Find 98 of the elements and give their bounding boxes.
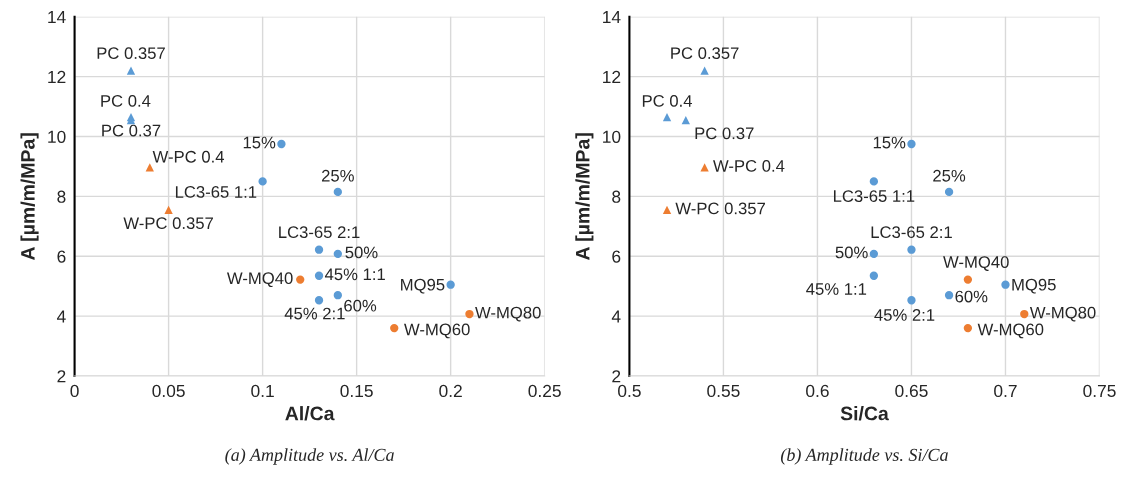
x-tick-label: 0.15 (340, 384, 373, 398)
annotation: LC3-65 1:1 (175, 186, 257, 198)
annotation: 15% (243, 136, 276, 149)
point (963, 275, 973, 284)
x-tick-label: 0.1 (251, 384, 274, 398)
x-axis-title: Si/Ca (840, 406, 889, 421)
y-tick-label: 14 (48, 11, 66, 24)
point (314, 296, 324, 305)
annotation: 25% (321, 169, 354, 182)
annotation: 60% (955, 290, 988, 303)
annotation: PC 0.4 (101, 95, 151, 107)
point (869, 249, 879, 259)
x-tick-label: 0.65 (895, 384, 928, 398)
annotation: 45% 1:1 (806, 283, 867, 295)
point (907, 245, 916, 254)
annotation: MQ95 (1012, 278, 1056, 294)
point (662, 205, 672, 215)
x-tick-label: 0.05 (152, 384, 185, 398)
annotation: MQ95 (401, 278, 445, 294)
point (963, 323, 973, 333)
annotation: PC 0.357 (97, 47, 165, 60)
y-tick-label: 12 (603, 70, 621, 83)
y-tick-label: 10 (48, 130, 66, 143)
y-tick-label: 4 (56, 310, 66, 323)
point (314, 271, 324, 280)
point (333, 291, 342, 300)
y-tick-label: 2 (57, 370, 66, 383)
x-tick-label: 0.75 (1083, 384, 1116, 398)
point (681, 115, 690, 125)
x-tick-label: 0.6 (806, 384, 829, 398)
annotation: LC3-65 2:1 (279, 226, 360, 239)
x-axis-title: Al/Ca (285, 406, 335, 421)
annotation: 45% 2:1 (874, 309, 935, 321)
point (333, 187, 342, 197)
annotation: W-PC 0.357 (675, 202, 765, 215)
y-tick-label: 14 (603, 11, 621, 24)
annotation: W-PC 0.4 (152, 150, 225, 163)
x-tick-label: 0.55 (707, 384, 740, 398)
annotation: LC3-65 2:1 (871, 226, 952, 239)
point (333, 249, 342, 259)
annotation: W-MQ60 (977, 323, 1044, 339)
x-tick-label: 0.25 (528, 384, 561, 398)
point (390, 323, 399, 333)
point (1020, 309, 1029, 319)
text: (a) Amplitude vs. Al/Ca (225, 448, 394, 465)
x-tick-label: 0.7 (994, 384, 1017, 398)
annotation: PC 0.357 (671, 47, 739, 60)
point (446, 280, 455, 289)
point (296, 275, 305, 284)
annotation: 50% (835, 246, 868, 259)
y-tick-label: 10 (603, 130, 621, 143)
point (145, 163, 154, 172)
text: (b) Amplitude vs. Si/Ca (781, 448, 948, 465)
point (314, 245, 324, 254)
x-tick-label: 0.2 (439, 384, 462, 398)
annotation: 60% (344, 299, 377, 312)
annotation: PC 0.37 (102, 124, 161, 137)
annotation: 50% (345, 246, 378, 259)
point (944, 291, 954, 300)
x-tick-label: 0 (70, 384, 79, 398)
point (1001, 280, 1010, 289)
y-axis-title: A [µm/m/MPa] (575, 133, 594, 261)
point (907, 139, 916, 149)
annotation: 45% 1:1 (324, 268, 385, 281)
annotation: 15% (873, 136, 906, 149)
annotation: 45% 2:1 (284, 307, 345, 320)
y-tick-label: 4 (611, 310, 621, 323)
point (126, 66, 136, 75)
x-tick-label: 0.5 (618, 384, 641, 398)
annotation: W-PC 0.4 (713, 160, 785, 172)
point (258, 177, 267, 186)
point (700, 163, 709, 172)
annotation: W-MQ80 (1029, 306, 1096, 322)
y-tick-label: 12 (48, 70, 66, 83)
point (869, 271, 879, 280)
annotation: LC3-65 1:1 (833, 190, 915, 202)
annotation: W-MQ40 (943, 256, 1009, 271)
point (277, 139, 286, 149)
y-tick-label: 8 (612, 190, 621, 203)
point (944, 187, 954, 197)
y-tick-label: 2 (612, 370, 621, 383)
annotation: 25% (933, 169, 966, 182)
point (700, 66, 709, 75)
annotation: W-PC 0.357 (123, 217, 213, 230)
point (164, 205, 173, 215)
point (662, 112, 672, 122)
point (869, 177, 879, 186)
annotation: W-MQ80 (475, 306, 541, 322)
point (907, 296, 916, 305)
y-axis-title: A [µm/m/MPa] (20, 133, 39, 261)
annotation: PC 0.4 (642, 95, 693, 107)
annotation: PC 0.37 (695, 127, 754, 140)
y-tick-label: 6 (57, 250, 66, 263)
point (465, 309, 474, 319)
y-tick-label: 8 (57, 190, 66, 203)
annotation: W-MQ60 (404, 323, 470, 339)
annotation: W-MQ40 (226, 272, 293, 288)
y-tick-label: 6 (612, 250, 621, 263)
